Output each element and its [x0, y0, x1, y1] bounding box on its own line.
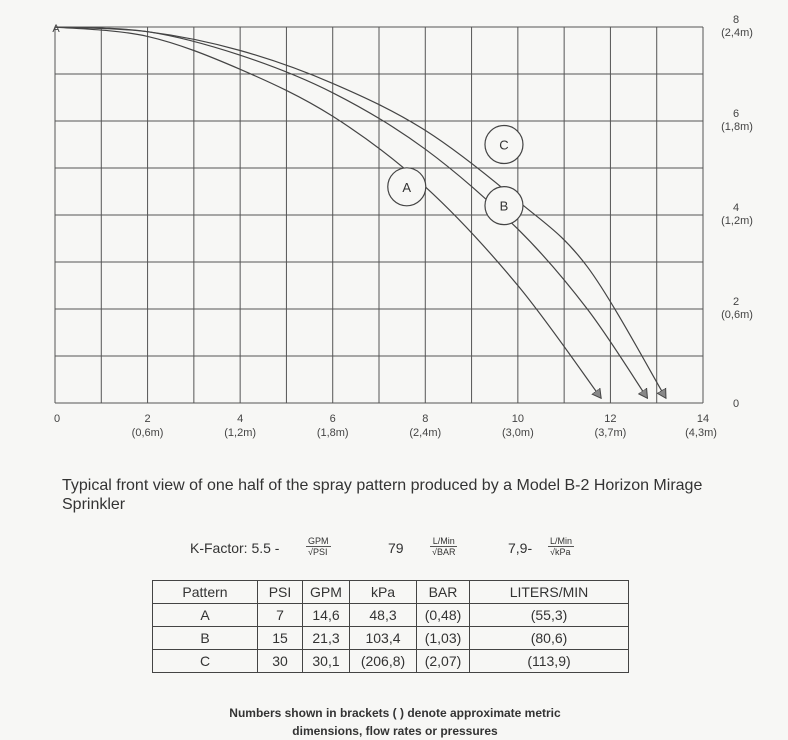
column-header: PSI — [257, 580, 303, 604]
y-tick-label: 0 — [733, 398, 739, 410]
spray-curve-a — [54, 26, 601, 398]
table-cell: B — [152, 626, 258, 650]
curve-label-circle-a — [387, 167, 427, 207]
table-cell: (2,07) — [416, 649, 470, 673]
table-cell: 21,3 — [302, 626, 350, 650]
x-tick-label: 12 — [604, 413, 616, 425]
curve-label-c: C — [499, 138, 508, 153]
x-tick-metric-label: (4,3m) — [685, 427, 717, 439]
table-cell: 48,3 — [349, 603, 417, 627]
y-tick-metric-label: (0,6m) — [721, 309, 753, 321]
table-cell: (55,3) — [469, 603, 629, 627]
table-cell: A — [152, 603, 258, 627]
fraction-denominator: √BAR — [432, 547, 456, 557]
table-cell: (113,9) — [469, 649, 629, 673]
x-tick-label: 2 — [145, 413, 151, 425]
curve-label-circle-c — [484, 124, 524, 165]
table-row: C 30 30,1 (206,8) (2,07) (113,9) — [152, 649, 629, 673]
y-tick-label: 4 — [733, 202, 739, 214]
k-factor-fraction-lmin-bar: L/Min √BAR — [430, 536, 458, 557]
table-row: B 15 21,3 103,4 (1,03) (80,6) — [152, 626, 629, 650]
x-tick-label: 6 — [330, 413, 336, 425]
y-tick-metric-label: (1,8m) — [721, 121, 753, 133]
x-tick-metric-label: (3,7m) — [595, 427, 627, 439]
column-header: LITERS/MIN — [469, 580, 629, 604]
footnote-line: Numbers shown in brackets ( ) denote app… — [229, 706, 561, 720]
origin-marker-label: A — [52, 23, 60, 35]
fraction-numerator: GPM — [306, 536, 331, 547]
x-tick-metric-label: (3,0m) — [502, 427, 534, 439]
pattern-table: Pattern PSI GPM kPa BAR LITERS/MIN A 7 1… — [152, 580, 629, 673]
table-cell: 14,6 — [302, 603, 350, 627]
curve-label-b: B — [500, 199, 509, 214]
spray-curve-b — [54, 26, 647, 398]
table-cell: 30,1 — [302, 649, 350, 673]
x-tick-label: 10 — [512, 413, 524, 425]
chart-caption: Typical front view of one half of the sp… — [62, 477, 703, 513]
spray-pattern-chart: 0 2(0,6m)4(1,2m)6(1,8m)8(2,4m)10(3,0m)12(… — [52, 14, 753, 439]
x-tick-metric-label: (2,4m) — [409, 427, 441, 439]
y-tick-metric-label: (2,4m) — [721, 27, 753, 39]
k-factor-metric-kpa: 7,9- — [508, 540, 533, 556]
y-tick-label: 6 — [733, 108, 739, 120]
curve-labels: A B C — [387, 124, 524, 226]
table-cell: 15 — [257, 626, 303, 650]
table-cell: C — [152, 649, 258, 673]
table-cell: (206,8) — [349, 649, 417, 673]
fraction-denominator: √kPa — [550, 547, 571, 557]
footnote: Numbers shown in brackets ( ) denote app… — [150, 704, 640, 740]
spray-curve-c — [54, 26, 666, 398]
fraction-numerator: L/Min — [548, 536, 575, 547]
table-cell: 30 — [257, 649, 303, 673]
y-tick-label: 2 — [733, 296, 739, 308]
x-tick-label: 8 — [422, 413, 428, 425]
x-tick-metric-label: (1,8m) — [317, 427, 349, 439]
x-tick-label: 14 — [697, 413, 709, 425]
y-axis-ticks: 0 2(0,6m) 4(1,2m) 6(1,8m) 8(2,4m) — [721, 14, 753, 410]
table-header-row: Pattern PSI GPM kPa BAR LITERS/MIN — [152, 580, 629, 604]
footnote-line: dimensions, flow rates or pressures — [292, 724, 498, 738]
table-cell: (80,6) — [469, 626, 629, 650]
fraction-numerator: L/Min — [430, 536, 458, 547]
spray-curves: A — [52, 23, 666, 398]
x-tick-metric-label: (1,2m) — [224, 427, 256, 439]
table-row: A 7 14,6 48,3 (0,48) (55,3) — [152, 603, 629, 627]
table-cell: (0,48) — [416, 603, 470, 627]
y-tick-label: 8 — [733, 14, 739, 26]
k-factor-prefix: K-Factor: 5.5 - — [190, 540, 280, 556]
y-tick-metric-label: (1,2m) — [721, 215, 753, 227]
curve-label-a: A — [402, 180, 411, 195]
column-header: kPa — [349, 580, 417, 604]
chart-grid — [54, 26, 704, 404]
k-factor-fraction-gpm-psi: GPM √PSI — [306, 536, 331, 557]
table-cell: 7 — [257, 603, 303, 627]
column-header: BAR — [416, 580, 470, 604]
x-tick-metric-label: (0,6m) — [132, 427, 164, 439]
table-cell: 103,4 — [349, 626, 417, 650]
curve-label-circle-b — [484, 186, 524, 226]
k-factor-fraction-lmin-kpa: L/Min √kPa — [548, 536, 575, 557]
fraction-denominator: √PSI — [308, 547, 328, 557]
column-header: GPM — [302, 580, 350, 604]
column-header: Pattern — [152, 580, 258, 604]
x-tick-label: 4 — [237, 413, 243, 425]
k-factor-metric-bar: 79 — [388, 540, 404, 556]
table-cell: (1,03) — [416, 626, 470, 650]
x-tick-label: 0 — [54, 413, 60, 425]
x-axis-ticks: 0 2 (0,6m) 4 (1,2m) 6 (1,8m) 8 (2,4m) 10 (3,0m) 12 (… — [54, 413, 717, 439]
